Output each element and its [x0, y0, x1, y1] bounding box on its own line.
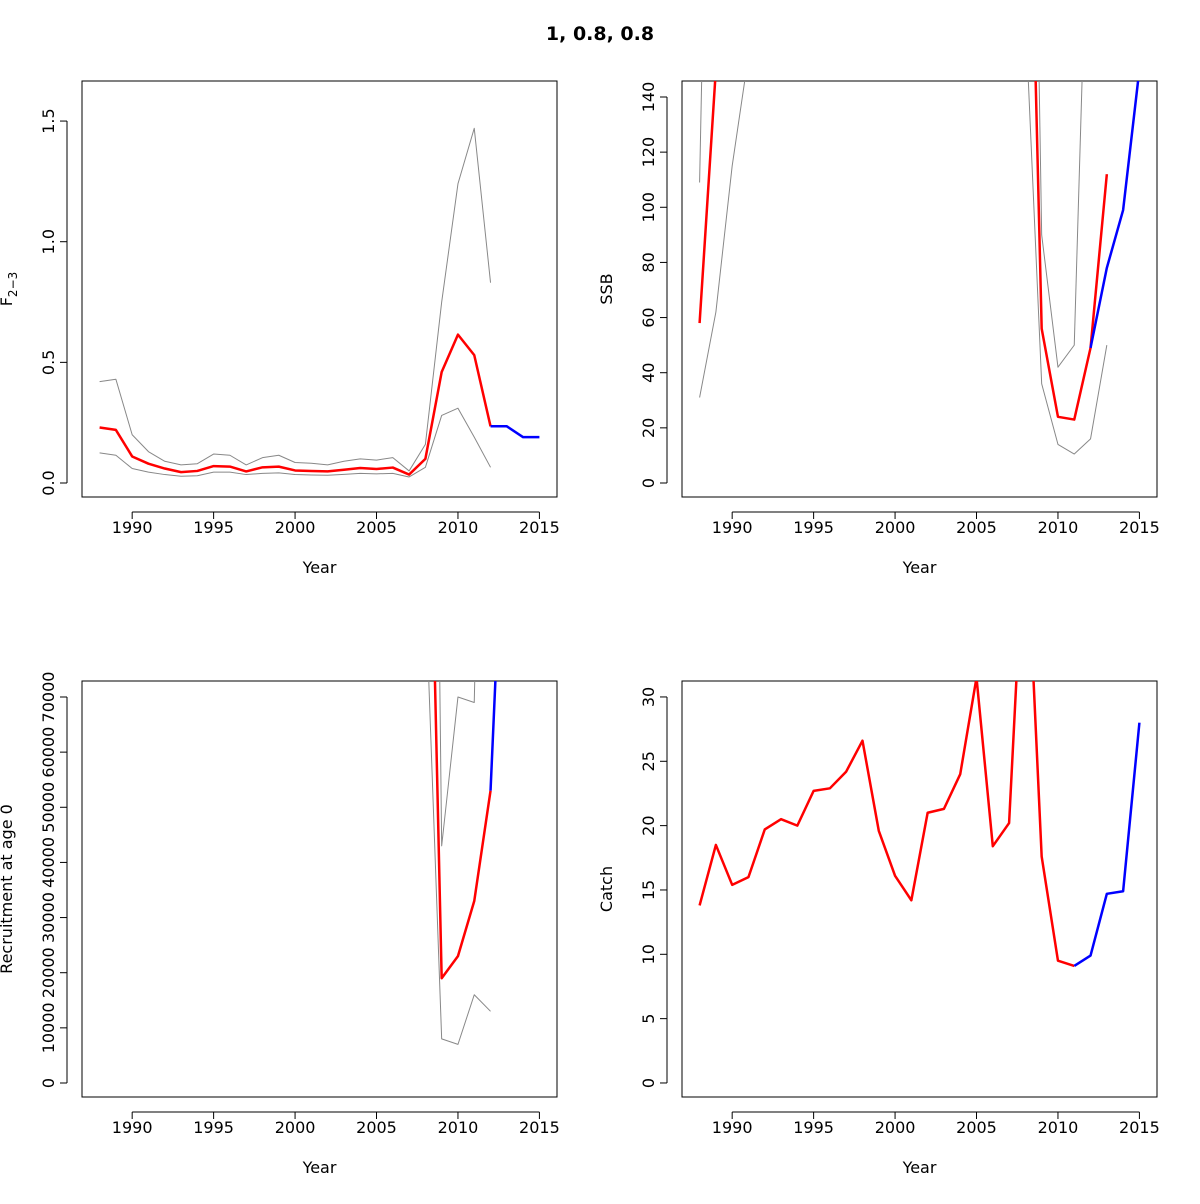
- x-tick-label: 2000: [875, 518, 916, 537]
- x-tick-label: 2000: [275, 518, 316, 537]
- y-label-main: SSB: [597, 273, 616, 304]
- x-tick-label: 1990: [112, 1118, 153, 1137]
- x-tick-label: 2010: [438, 518, 479, 537]
- series-line: [99, 127, 492, 472]
- y-label-subscript: 2−3: [6, 272, 20, 297]
- y-label-main: Recruitment at age 0: [0, 804, 16, 974]
- series-line: [433, 681, 492, 980]
- plot-box: [681, 80, 1158, 498]
- panel: 1990 1995 2000 2005 2010 2015 Year 0.0 0.5 1.0 1.5…: [0, 80, 560, 577]
- x-tick-label: 2000: [275, 1118, 316, 1137]
- series-line: [699, 81, 1083, 368]
- y-tick-label: 40: [639, 363, 658, 383]
- y-tick-label: 80: [639, 252, 658, 272]
- y-axis-label: Catch: [597, 866, 616, 912]
- y-tick-label: 120: [639, 137, 658, 168]
- y-label-main: F: [0, 297, 16, 306]
- y-tick-label: 100: [639, 192, 658, 223]
- y-tick-label: 1.5: [39, 108, 58, 133]
- x-tick-label: 2005: [956, 1118, 997, 1137]
- x-tick-label: 2015: [1119, 1118, 1160, 1137]
- y-tick-label: 20: [639, 418, 658, 438]
- x-tick-label: 2005: [956, 518, 997, 537]
- y-tick-label: 30000: [39, 892, 58, 943]
- series-line: [99, 407, 491, 478]
- y-tick-label: 0: [639, 1078, 658, 1088]
- x-tick-label: 1990: [712, 1118, 753, 1137]
- y-tick-label: 60000: [39, 727, 58, 778]
- x-tick-label: 2010: [1038, 1118, 1079, 1137]
- x-tick-label: 1995: [193, 518, 234, 537]
- x-tick-label: 1995: [793, 1118, 834, 1137]
- x-tick-label: 2015: [519, 518, 560, 537]
- series-line: [1073, 722, 1141, 967]
- plot-box: [81, 680, 558, 1098]
- x-tick-label: 2010: [438, 1118, 479, 1137]
- x-tick-label: 1990: [712, 518, 753, 537]
- series-line: [698, 681, 1075, 968]
- y-axis-label: SSB: [597, 273, 616, 304]
- series-line: [99, 333, 492, 476]
- y-label-main: Catch: [597, 866, 616, 912]
- series-line: [699, 81, 1108, 455]
- panel: 1990 1995 2000 2005 2010 2015 Year 0 5 10 15 20 25 30…: [597, 680, 1160, 1177]
- y-tick-label: 30: [639, 687, 658, 707]
- y-tick-label: 40000: [39, 837, 58, 888]
- plot-box: [681, 680, 1158, 1098]
- y-tick-label: 15: [639, 880, 658, 900]
- y-tick-label: 1.0: [39, 229, 58, 254]
- y-axis-label: Recruitment at age 0: [0, 804, 16, 974]
- y-tick-label: 25: [639, 751, 658, 771]
- series-line: [490, 425, 540, 439]
- panel: 1990 1995 2000 2005 2010 2015 Year 0 10000 20000 3…: [0, 672, 560, 1177]
- series-line: [489, 681, 497, 791]
- y-tick-label: 5: [639, 1014, 658, 1024]
- x-tick-label: 2000: [875, 1118, 916, 1137]
- y-tick-label: 0: [639, 478, 658, 488]
- figure-title: 1, 0.8, 0.8: [546, 23, 654, 45]
- y-tick-label: 20: [639, 815, 658, 835]
- y-tick-label: 70000: [39, 672, 58, 723]
- panel: 1990 1995 2000 2005 2010 2015 Year 0 20 40 60 80 100…: [597, 80, 1160, 577]
- series-line: [1089, 81, 1140, 349]
- plot-box: [81, 80, 558, 498]
- y-tick-label: 10000: [39, 1002, 58, 1053]
- x-tick-label: 2015: [519, 1118, 560, 1137]
- x-axis-label: Year: [902, 1158, 937, 1177]
- x-tick-label: 2015: [1119, 518, 1160, 537]
- x-tick-label: 1995: [193, 1118, 234, 1137]
- y-axis-label: F2−3: [0, 272, 20, 307]
- x-axis-label: Year: [302, 558, 337, 577]
- y-tick-label: 0: [39, 1078, 58, 1088]
- y-tick-label: 50000: [39, 782, 58, 833]
- y-tick-label: 60: [639, 307, 658, 327]
- y-tick-label: 0.0: [39, 470, 58, 495]
- series-line: [428, 681, 491, 1045]
- x-tick-label: 1990: [112, 518, 153, 537]
- x-tick-label: 1995: [793, 518, 834, 537]
- series-line: [698, 81, 1109, 421]
- y-tick-label: 0.5: [39, 350, 58, 375]
- x-axis-label: Year: [302, 1158, 337, 1177]
- x-axis-label: Year: [902, 558, 937, 577]
- y-tick-label: 20000: [39, 947, 58, 998]
- x-tick-label: 2010: [1038, 518, 1079, 537]
- y-tick-label: 10: [639, 944, 658, 964]
- x-tick-label: 2005: [356, 518, 397, 537]
- y-tick-label: 140: [639, 82, 658, 113]
- x-tick-label: 2005: [356, 1118, 397, 1137]
